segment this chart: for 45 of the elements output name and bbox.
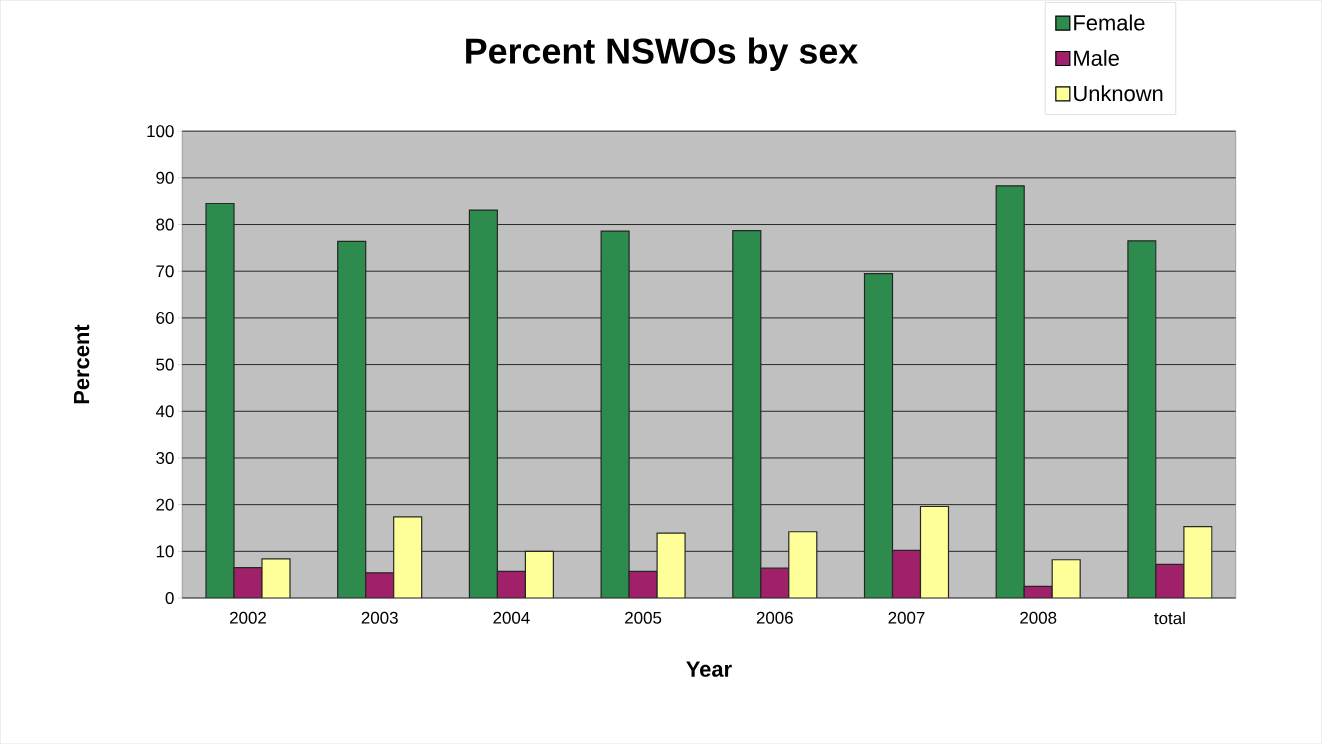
bar: [393, 516, 422, 598]
x-tick-label: 2008: [1020, 611, 1057, 624]
bar: [732, 229, 762, 598]
y-tick-label: 90: [156, 171, 174, 184]
bar: [656, 532, 686, 598]
bar: [496, 570, 526, 598]
legend-label: Male: [1074, 49, 1119, 66]
bar: [524, 550, 554, 598]
x-tick-label: 2007: [888, 611, 925, 624]
bar: [891, 549, 922, 598]
bar: [995, 185, 1025, 598]
bar: [919, 505, 950, 598]
bar: [337, 241, 366, 598]
bar: [788, 531, 818, 598]
legend-label: Female: [1074, 14, 1145, 31]
x-tick-label: 2003: [361, 611, 398, 624]
bar: [205, 202, 235, 598]
bar: [600, 230, 630, 598]
y-tick-label: 10: [156, 545, 174, 558]
bar: [760, 567, 790, 598]
y-tick-label: 30: [156, 451, 174, 464]
y-tick-label: 80: [156, 218, 174, 231]
x-tick-label: 2004: [493, 611, 530, 624]
bar: [863, 272, 894, 598]
y-tick-label: 100: [147, 125, 174, 138]
y-tick-label: 40: [155, 405, 174, 418]
bar: [1183, 525, 1213, 598]
chart-title: Percent NSWOs by sex: [466, 37, 858, 71]
bar: [365, 572, 394, 598]
x-tick-label: 2002: [230, 611, 266, 624]
y-tick-label: 50: [156, 358, 174, 371]
legend-label: Unknown: [1074, 85, 1163, 102]
x-tick-label: 2006: [756, 611, 793, 624]
y-tick-label: 60: [156, 311, 174, 324]
x-tick-label: 2005: [625, 611, 662, 624]
bar: [468, 209, 498, 598]
x-axis-title: Year: [686, 661, 732, 677]
y-axis-title: Percent: [74, 324, 90, 404]
bar: [1051, 559, 1081, 598]
x-tick-label: total: [1154, 611, 1185, 625]
y-tick-label: 20: [156, 498, 174, 511]
bar: [261, 558, 291, 598]
bar: [1127, 240, 1157, 598]
y-tick-label: 0: [165, 591, 174, 604]
y-tick-label: 70: [156, 265, 174, 278]
